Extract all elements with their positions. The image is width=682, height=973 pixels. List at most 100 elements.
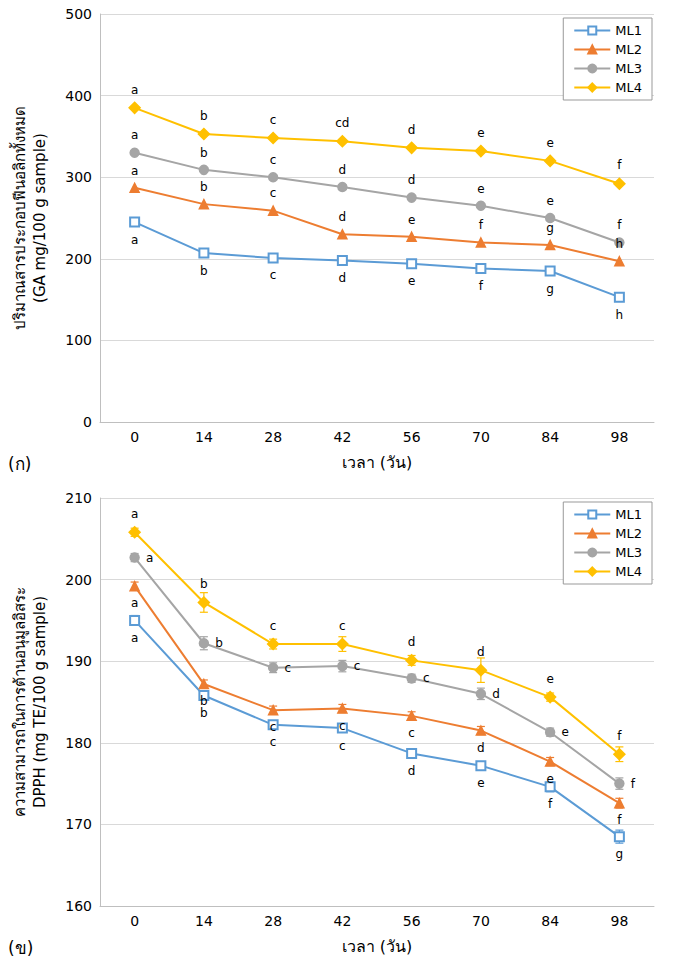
svg-text:d: d: [408, 123, 416, 137]
svg-text:b: b: [215, 636, 223, 650]
svg-text:c: c: [284, 661, 291, 675]
svg-text:(ข): (ข): [8, 938, 33, 958]
svg-text:f: f: [617, 158, 622, 172]
svg-text:cd: cd: [335, 116, 349, 130]
svg-text:28: 28: [264, 913, 282, 929]
svg-text:14: 14: [195, 429, 213, 445]
svg-text:e: e: [408, 274, 415, 288]
svg-text:d: d: [408, 764, 416, 778]
svg-text:เวลา (วัน): เวลา (วัน): [342, 453, 413, 472]
svg-text:c: c: [339, 719, 346, 733]
svg-text:f: f: [479, 218, 484, 232]
svg-text:e: e: [477, 182, 484, 196]
svg-text:84: 84: [541, 913, 559, 929]
svg-text:g: g: [616, 847, 624, 861]
svg-text:b: b: [200, 180, 208, 194]
svg-text:42: 42: [333, 429, 351, 445]
svg-text:e: e: [408, 213, 415, 227]
svg-text:170: 170: [65, 816, 92, 832]
svg-text:d: d: [477, 645, 485, 659]
svg-text:h: h: [616, 237, 624, 251]
svg-text:ML3: ML3: [615, 545, 642, 560]
svg-text:a: a: [131, 128, 138, 142]
svg-text:200: 200: [65, 572, 92, 588]
svg-text:d: d: [492, 687, 500, 701]
svg-text:(GA mg/100 g sample): (GA mg/100 g sample): [31, 133, 49, 303]
svg-text:56: 56: [403, 429, 421, 445]
svg-text:c: c: [354, 659, 361, 673]
svg-text:c: c: [270, 720, 277, 734]
svg-text:e: e: [546, 772, 553, 786]
svg-text:d: d: [408, 173, 416, 187]
svg-text:56: 56: [403, 913, 421, 929]
svg-text:70: 70: [472, 429, 490, 445]
svg-text:c: c: [270, 153, 277, 167]
svg-text:เวลา (วัน): เวลา (วัน): [342, 937, 413, 956]
svg-text:210: 210: [65, 490, 92, 506]
svg-text:a: a: [131, 83, 138, 97]
svg-text:a: a: [131, 233, 138, 247]
svg-text:e: e: [561, 725, 568, 739]
svg-text:100: 100: [65, 332, 92, 348]
svg-text:c: c: [270, 619, 277, 633]
svg-text:ML2: ML2: [615, 42, 642, 57]
svg-text:e: e: [546, 194, 553, 208]
svg-text:84: 84: [541, 429, 559, 445]
svg-text:c: c: [339, 739, 346, 753]
svg-text:a: a: [131, 507, 138, 521]
svg-text:(ก): (ก): [8, 454, 31, 474]
svg-text:f: f: [617, 218, 622, 232]
svg-text:ML1: ML1: [615, 23, 642, 38]
svg-text:98: 98: [610, 429, 628, 445]
svg-text:ML4: ML4: [615, 564, 642, 579]
svg-text:a: a: [131, 596, 138, 610]
svg-text:ML2: ML2: [615, 526, 642, 541]
svg-text:e: e: [477, 126, 484, 140]
svg-text:b: b: [200, 109, 208, 123]
svg-text:c: c: [270, 735, 277, 749]
svg-text:b: b: [200, 146, 208, 160]
svg-text:28: 28: [264, 429, 282, 445]
svg-text:d: d: [339, 271, 347, 285]
svg-text:b: b: [200, 694, 208, 708]
svg-text:c: c: [339, 619, 346, 633]
svg-text:0: 0: [130, 429, 139, 445]
svg-text:f: f: [617, 729, 622, 743]
svg-text:ความสามารถในการต้านอนุมูลอิสระ: ความสามารถในการต้านอนุมูลอิสระ: [11, 587, 30, 817]
svg-text:400: 400: [65, 88, 92, 104]
svg-text:c: c: [270, 186, 277, 200]
svg-text:c: c: [423, 671, 430, 685]
svg-text:70: 70: [472, 913, 490, 929]
svg-text:ปริมาณสารประกอบฟีนอลิกทั้งหมด: ปริมาณสารประกอบฟีนอลิกทั้งหมด: [9, 106, 29, 330]
svg-text:160: 160: [65, 898, 92, 914]
svg-text:e: e: [477, 776, 484, 790]
svg-text:f: f: [479, 279, 484, 293]
svg-text:300: 300: [65, 169, 92, 185]
svg-text:b: b: [200, 577, 208, 591]
svg-text:f: f: [548, 797, 553, 811]
svg-text:0: 0: [130, 913, 139, 929]
svg-text:DPPH (mg TE/100 g sample): DPPH (mg TE/100 g sample): [31, 596, 49, 808]
svg-text:c: c: [408, 726, 415, 740]
svg-text:0: 0: [83, 414, 92, 430]
svg-text:d: d: [408, 635, 416, 649]
svg-text:b: b: [200, 264, 208, 278]
svg-text:d: d: [477, 741, 485, 755]
svg-text:98: 98: [610, 913, 628, 929]
svg-text:d: d: [339, 210, 347, 224]
svg-text:g: g: [546, 282, 554, 296]
svg-text:200: 200: [65, 251, 92, 267]
svg-text:g: g: [546, 221, 554, 235]
svg-text:42: 42: [333, 913, 351, 929]
svg-text:180: 180: [65, 735, 92, 751]
svg-text:c: c: [270, 113, 277, 127]
svg-text:14: 14: [195, 913, 213, 929]
svg-text:h: h: [616, 308, 624, 322]
svg-text:ML1: ML1: [615, 507, 642, 522]
svg-text:f: f: [631, 777, 636, 791]
svg-text:e: e: [546, 136, 553, 150]
svg-text:a: a: [146, 551, 153, 565]
svg-text:ML4: ML4: [615, 80, 642, 95]
svg-text:500: 500: [65, 6, 92, 22]
svg-text:f: f: [617, 813, 622, 827]
